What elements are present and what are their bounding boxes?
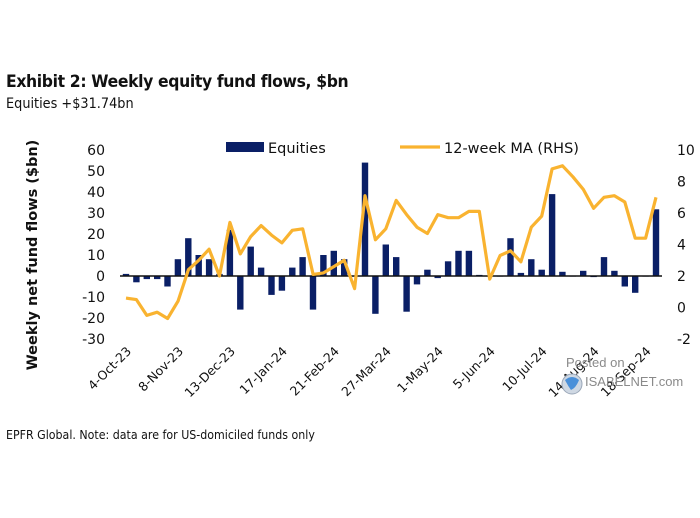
left-axis-tick-label: 50	[87, 164, 105, 180]
bar	[538, 269, 545, 276]
bar	[289, 267, 296, 276]
legend-label-ma: 12-week MA (RHS)	[444, 141, 579, 157]
legend-label-equities: Equities	[268, 141, 326, 157]
chart-footer: EPFR Global. Note: data are for US-domic…	[6, 428, 315, 442]
right-axis-ticks: 10 8 6 4 2 0 -2	[677, 143, 695, 348]
chart-title: Exhibit 2: Weekly equity fund flows, $bn	[6, 72, 349, 92]
bar	[424, 269, 431, 276]
watermark-line2: ISABELNET.com	[585, 374, 683, 389]
bar	[299, 257, 306, 276]
x-axis-tick-label: 4-Oct-23	[85, 344, 134, 393]
right-axis-tick-label: 6	[677, 206, 686, 222]
bar	[652, 209, 660, 276]
watermark-line1: Posted on	[566, 355, 625, 370]
bar-series	[122, 162, 660, 314]
x-axis-tick-label: 21-Feb-24	[287, 343, 342, 398]
left-axis-tick-label: -10	[82, 290, 105, 306]
right-axis-tick-label: 2	[677, 269, 686, 285]
bar	[185, 238, 192, 276]
bar	[528, 259, 535, 276]
bar	[164, 276, 171, 287]
bar	[434, 276, 441, 279]
bar	[268, 276, 275, 295]
bar	[548, 194, 556, 276]
left-axis-tick-label: 40	[87, 185, 105, 201]
legend: Equities 12-week MA (RHS)	[226, 141, 579, 157]
bar	[195, 255, 202, 276]
bar	[611, 270, 618, 277]
legend-swatch-equities	[226, 142, 264, 152]
bar	[205, 259, 213, 276]
right-axis-tick-label: -2	[677, 332, 691, 348]
bar	[309, 276, 317, 310]
left-axis-tick-label: 10	[87, 248, 105, 264]
bar	[413, 276, 421, 285]
bar	[632, 276, 639, 293]
watermark: Posted on ISABELNET.com	[561, 355, 683, 395]
x-axis-tick-label: 27-Mar-24	[338, 343, 394, 399]
bar	[361, 162, 369, 276]
left-axis-tick-label: 20	[87, 227, 105, 243]
left-axis-tick-label: -30	[82, 332, 105, 348]
right-axis-tick-label: 4	[677, 238, 686, 254]
bar	[517, 272, 525, 276]
bar	[382, 244, 389, 276]
left-axis-tick-label: -20	[82, 311, 105, 327]
bar	[278, 276, 286, 291]
bar	[372, 276, 379, 314]
bar	[237, 276, 244, 310]
bar	[257, 267, 265, 276]
bar	[600, 257, 608, 276]
left-axis-tick-label: 0	[96, 269, 105, 285]
bar	[559, 271, 566, 276]
right-axis-tick-label: 0	[677, 301, 686, 317]
x-axis-tick-label: 5-Jun-24	[450, 343, 498, 391]
bar	[393, 257, 400, 276]
bar	[143, 276, 150, 280]
x-axis-tick-label: 8-Nov-23	[135, 344, 186, 395]
bar	[320, 255, 327, 276]
y-axis-label: Weekly net fund flows ($bn)	[25, 140, 41, 371]
bar	[226, 229, 234, 276]
chart-subtitle: Equities +$31.74bn	[6, 96, 134, 112]
bar	[341, 259, 348, 276]
left-axis-tick-label: 30	[87, 206, 105, 222]
bar	[174, 259, 182, 276]
right-axis-tick-label: 8	[677, 175, 686, 191]
right-axis-tick-label: 10	[677, 143, 695, 159]
left-axis-tick-label: 60	[87, 143, 105, 159]
bar	[455, 250, 462, 276]
bar	[330, 250, 337, 276]
bar	[580, 270, 587, 277]
bar	[621, 276, 628, 287]
ma-line	[125, 164, 658, 321]
bar	[444, 261, 452, 276]
x-axis-tick-label: 10-Jul-24	[499, 343, 550, 394]
watermark-logo-shape	[565, 377, 579, 390]
x-axis-tick-label: 17-Jan-24	[236, 343, 290, 397]
x-axis-tick-label: 1-May-24	[394, 343, 446, 395]
bar	[122, 273, 130, 276]
bar	[507, 238, 514, 276]
bar	[133, 276, 140, 283]
left-axis-ticks: 60 50 40 30 20 10 0 -10 -20 -30	[82, 143, 105, 348]
bar	[247, 246, 254, 276]
x-axis-tick-label: 13-Dec-23	[181, 344, 238, 401]
bar	[465, 250, 473, 276]
bar	[154, 276, 161, 280]
x-axis-tick-label: 18-Sep-24	[598, 343, 654, 399]
bar	[403, 276, 410, 312]
